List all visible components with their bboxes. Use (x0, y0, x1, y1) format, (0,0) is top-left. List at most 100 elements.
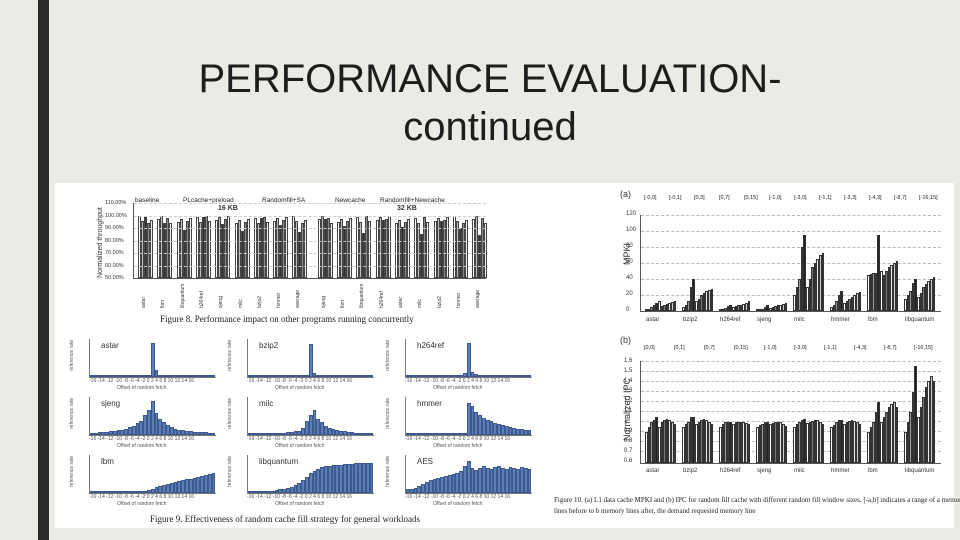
fig8-bar (326, 218, 330, 278)
fig10a-bar (700, 295, 703, 311)
fig10b-bar (782, 424, 785, 463)
fig10b-bar (890, 403, 893, 463)
fig8-bar (433, 221, 437, 278)
fig9-bar (120, 491, 125, 493)
fig9-bar (413, 487, 418, 493)
fig9-bar (116, 491, 121, 493)
fig9-bar (478, 467, 482, 493)
fig10a-bar (906, 295, 910, 311)
fig9-x-label: Offset of random fetch (275, 501, 325, 507)
fig10b-x-tick: h264ref (720, 468, 741, 474)
fig8-gridline (134, 203, 486, 204)
fig9-bar (459, 471, 463, 493)
fig8-bar (234, 223, 238, 278)
fig10b-gridline (641, 411, 941, 412)
fig10a-bar (874, 272, 878, 311)
fig10b-bar (645, 432, 648, 463)
fig10a-bar (893, 263, 896, 311)
fig9-bar (346, 375, 351, 377)
fig8-bar (282, 220, 286, 278)
fig10b-y-tick: 1.2 (624, 398, 633, 404)
fig9-bar (131, 491, 136, 493)
fig10b-gridline (641, 401, 941, 402)
fig10b-bar (695, 424, 698, 463)
fig9-y-label: reference rate (227, 397, 233, 429)
fig10b-bar (742, 422, 745, 463)
fig9-bar (436, 433, 441, 435)
fig9-bar (512, 467, 517, 493)
fig10a-bar (705, 291, 708, 311)
fig9-bar (158, 485, 163, 493)
fig9-bar (301, 427, 305, 435)
fig10a-bar (766, 305, 769, 311)
fig10b-bar (872, 422, 875, 463)
fig10a-bar (877, 235, 880, 311)
fig10b-y-tick: 1.5 (624, 368, 633, 374)
fig8-bar (481, 218, 485, 278)
fig9-bar (297, 482, 302, 493)
fig10a-bar (682, 307, 685, 311)
fig10b-bar (887, 406, 891, 463)
fig9-bar (286, 375, 290, 377)
fig8-bar (144, 216, 147, 278)
fig8-legend-item: PLcache+preload (183, 197, 234, 204)
fig9-bar (101, 432, 106, 435)
fig10b-bar (761, 424, 764, 463)
fig9-bar (493, 422, 498, 435)
fig9-bar (501, 375, 505, 377)
fig9-bar (293, 431, 298, 435)
fig9-bar (451, 375, 456, 377)
fig9-bar (93, 375, 98, 377)
fig10a-bar (867, 275, 870, 311)
fig9-bar (97, 432, 102, 435)
fig8-x-tick: libquantum (179, 283, 186, 308)
fig9-panel-sjeng: reference rate sjeng -16 -14 -12 -10 -8 -6… (67, 393, 217, 449)
fig9-bar (455, 433, 460, 435)
fig9-bar (335, 464, 340, 493)
fig9-y-label: reference rate (385, 397, 391, 429)
fig10b-bar (832, 425, 836, 463)
fig10b-bar (819, 422, 822, 463)
fig9-bar (365, 433, 370, 435)
fig9-bar (278, 489, 283, 493)
fig9-bar (346, 432, 351, 435)
fig9-bar (255, 433, 260, 435)
fig9-bar (143, 491, 147, 493)
fig10b-bar (813, 420, 817, 463)
fig10b-bar (806, 423, 809, 463)
fig8-bar (285, 217, 289, 278)
fig9-bar (278, 433, 283, 435)
fig10b-bar (689, 417, 693, 463)
fig10b-bar (808, 422, 812, 463)
fig8-x-tick: average (295, 289, 302, 308)
fig9-bar (470, 406, 475, 435)
fig10a-bar (904, 299, 907, 311)
fig10b-bar (687, 422, 690, 463)
fig10a-bar (697, 299, 701, 311)
fig9-axis (405, 455, 532, 494)
fig10b-bar (917, 417, 920, 463)
fig8-bar (150, 220, 153, 278)
fig9-bar (211, 375, 216, 377)
fig10b-bar (763, 422, 767, 463)
fig10a-gridline (641, 295, 941, 296)
fig9-x-label: Offset of random fetch (433, 443, 483, 449)
fig10b-bar (843, 424, 846, 463)
fig10b-bar (771, 423, 775, 463)
fig8-bar (464, 220, 468, 278)
fig10a-bar (887, 267, 891, 311)
fig8-x-tick: h264ref (198, 291, 205, 308)
fig10b-gridline (641, 421, 941, 422)
fig8-bar (445, 217, 449, 278)
fig10b-bar (798, 422, 801, 463)
fig9-bar (147, 375, 151, 377)
fig9-bar (128, 491, 132, 493)
fig8-x-tick: bzip2 (436, 296, 443, 308)
fig10b-y-tick: 1.4 (624, 378, 633, 384)
fig8-bar (475, 216, 479, 278)
fig8-bar (414, 218, 418, 278)
slide-title: PERFORMANCE EVALUATION- continued (120, 55, 860, 151)
fig10b-bar (800, 420, 804, 463)
fig8-bar (295, 221, 299, 278)
fig9-x-ticks: -16 -14 -12 -10 -8 -6 -4 -2 0 2 4 6 8 10… (405, 494, 511, 500)
